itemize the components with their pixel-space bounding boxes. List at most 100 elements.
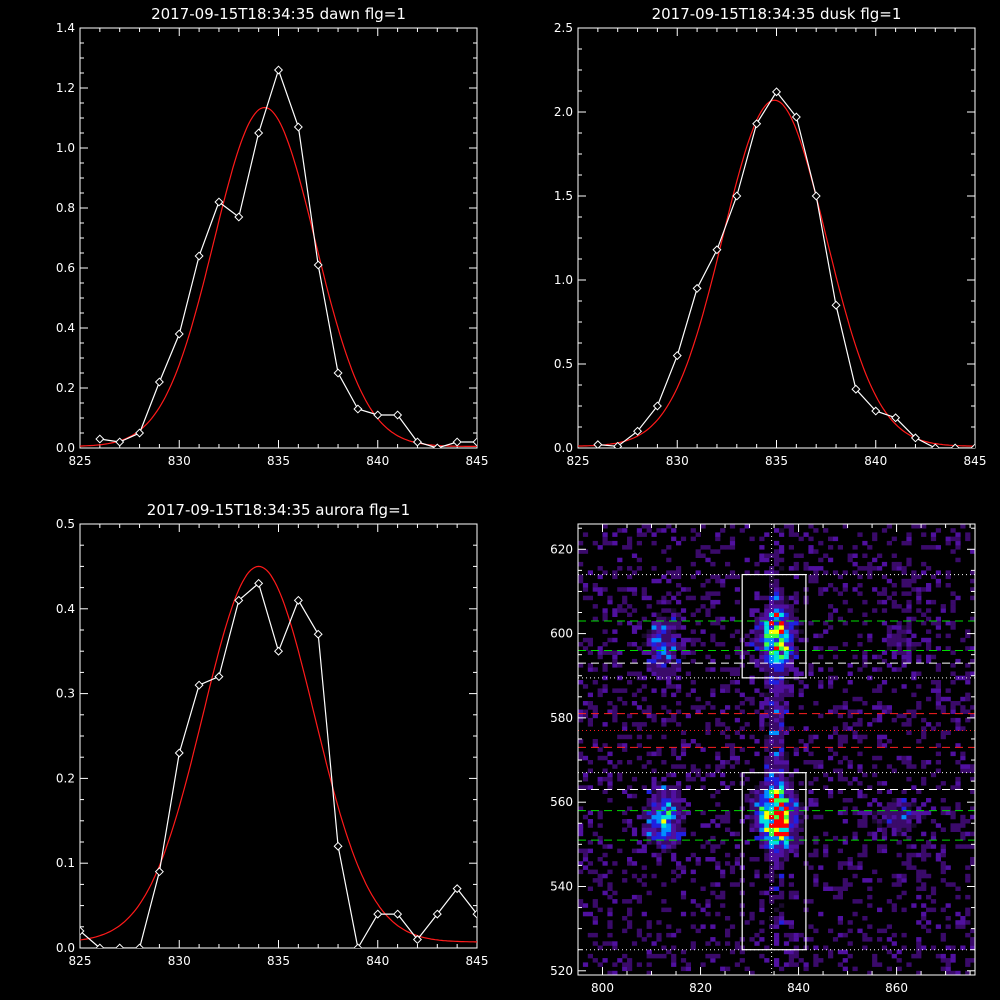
heatmap-pixel [842, 734, 848, 740]
heatmap-pixel [798, 932, 804, 938]
heatmap-pixel [695, 608, 701, 613]
heatmap-pixel [710, 667, 716, 672]
heatmap-pixel [921, 726, 927, 731]
heatmap-pixel [783, 823, 790, 828]
heatmap-pixel [965, 696, 971, 702]
heatmap-pixel [813, 945, 819, 950]
heatmap-pixel [676, 840, 682, 845]
heatmap-pixel [950, 827, 956, 832]
heatmap-pixel [764, 654, 770, 660]
heatmap-pixel [877, 878, 883, 883]
heatmap-pixel [842, 599, 848, 605]
heatmap-pixel [901, 713, 907, 719]
heatmap-pixel [656, 806, 662, 811]
heatmap-pixel [769, 768, 775, 773]
heatmap-pixel [877, 566, 883, 571]
heatmap-pixel [705, 726, 711, 731]
heatmap-pixel [837, 713, 843, 719]
heatmap-pixel [930, 620, 937, 626]
heatmap-pixel [597, 755, 603, 761]
heatmap-pixel [960, 709, 966, 714]
dawn-data-point [412, 437, 422, 447]
heatmap-pixel [793, 637, 799, 643]
heatmap-pixel [783, 920, 790, 925]
heatmap-pixel [602, 616, 608, 622]
heatmap-pixel [774, 528, 780, 533]
heatmap-pixel [764, 793, 770, 799]
heatmap-pixel [656, 637, 662, 643]
heatmap-pixel [656, 785, 662, 790]
heatmap-pixel [935, 696, 941, 702]
heatmap-pixel [877, 688, 883, 693]
heatmap-pixel [783, 620, 790, 626]
heatmap-pixel [960, 764, 966, 769]
heatmap-pixel [666, 633, 672, 639]
heatmap-pixel [710, 924, 716, 929]
heatmap-pixel [921, 802, 927, 807]
aurora-data-point [115, 943, 125, 948]
heatmap-pixel [788, 625, 794, 630]
heatmap-pixel [935, 616, 941, 622]
heatmap-pixel [641, 848, 647, 854]
heatmap-pixel [671, 637, 677, 643]
heatmap-pixel [646, 819, 652, 824]
heatmap-pixel [891, 819, 897, 824]
heatmap-pixel [818, 958, 824, 963]
heatmap-pixel [651, 646, 657, 651]
heatmap-pixel [602, 890, 608, 896]
heatmap-pixel [965, 831, 971, 837]
heatmap-pixel [837, 920, 843, 925]
heatmap-pixel [960, 916, 966, 921]
heatmap-pixel [631, 941, 638, 946]
heatmap-pixel [739, 734, 745, 740]
heatmap-pixel [631, 658, 638, 664]
heatmap-pixel [622, 688, 628, 693]
heatmap-pixel [788, 545, 794, 550]
heatmap-pixel [700, 642, 706, 647]
aurora-data-point [80, 926, 85, 936]
heatmap-pixel [680, 831, 687, 837]
heatmap-pixel [970, 768, 975, 773]
heatmap-pixel [774, 764, 780, 769]
heatmap-pixel [715, 844, 721, 849]
heatmap-pixel [710, 890, 716, 896]
heatmap-pixel [739, 949, 745, 955]
heatmap-pixel [813, 835, 819, 841]
heatmap-pixel [754, 857, 760, 862]
heatmap-pixel [837, 616, 843, 622]
heatmap-pixel [779, 806, 785, 811]
heatmap-pixel [828, 886, 834, 891]
heatmap-pixel [676, 574, 682, 580]
heatmap-pixel [744, 524, 750, 529]
heatmap-pixel [661, 806, 667, 811]
heatmap-pixel [700, 810, 706, 816]
heatmap-pixel [930, 819, 937, 824]
heatmap-pixel [685, 713, 691, 719]
heatmap-pixel [916, 819, 922, 824]
heatmap-pixel [783, 688, 790, 693]
heatmap-pixel [676, 625, 682, 630]
heatmap-pixel [803, 726, 809, 731]
heatmap-pixel [759, 545, 765, 550]
heatmap-pixel [656, 932, 662, 938]
heatmap-pixel [788, 810, 794, 816]
heatmap-pixel [901, 633, 907, 639]
heatmap-pixel [690, 831, 696, 837]
heatmap-pixel [877, 789, 883, 794]
heatmap-pixel [607, 776, 613, 782]
heatmap-pixel [676, 599, 682, 605]
heatmap-pixel [960, 755, 966, 761]
heatmap-pixel [793, 810, 799, 816]
heatmap-pixel [587, 642, 593, 647]
heatmap-pixel [725, 688, 731, 693]
heatmap-pixel [582, 814, 589, 820]
heatmap-pixel [759, 650, 765, 655]
heatmap-pixel [779, 608, 785, 613]
heatmap-pixel [671, 747, 677, 752]
heatmap-pixel [808, 798, 814, 803]
heatmap-pixel [774, 591, 780, 596]
heatmap-pixel [622, 953, 628, 959]
heatmap-pixel [774, 671, 780, 676]
heatmap-pixel [779, 873, 785, 879]
heatmap-pixel [754, 595, 760, 601]
